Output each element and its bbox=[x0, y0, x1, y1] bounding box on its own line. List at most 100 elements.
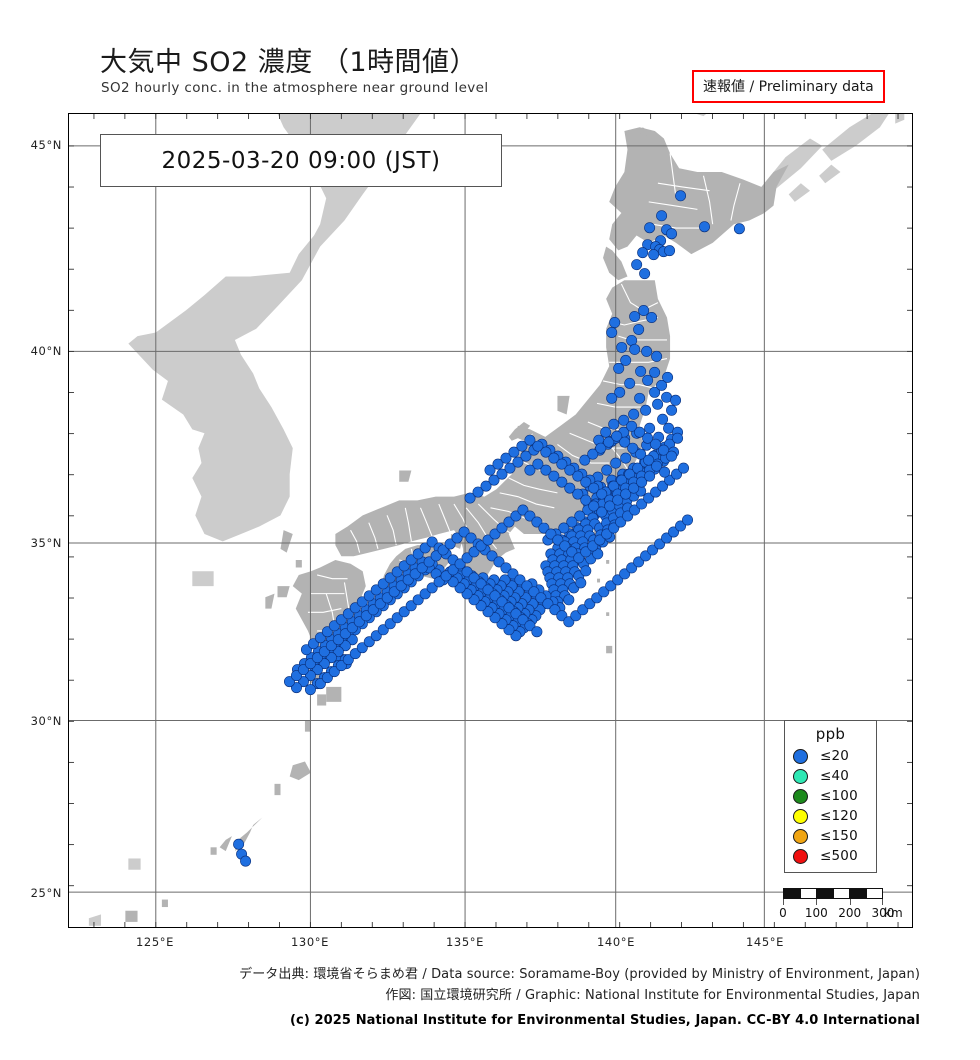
legend-row-0[interactable]: ≤20 bbox=[785, 746, 876, 766]
station-marker bbox=[454, 582, 466, 594]
station-marker bbox=[440, 570, 452, 582]
station-marker bbox=[384, 618, 396, 630]
station-marker bbox=[430, 550, 442, 562]
y-tick-1: 40°N bbox=[30, 344, 62, 358]
station-marker bbox=[651, 350, 663, 362]
station-marker bbox=[657, 413, 669, 425]
station-marker bbox=[620, 488, 632, 500]
legend-row-2[interactable]: ≤100 bbox=[785, 786, 876, 806]
station-marker bbox=[657, 480, 669, 492]
station-marker bbox=[377, 624, 389, 636]
station-marker bbox=[496, 618, 508, 630]
scale-seg-2 bbox=[800, 889, 817, 898]
station-marker bbox=[468, 594, 480, 606]
station-marker bbox=[629, 504, 641, 516]
station-marker bbox=[307, 638, 319, 650]
station-marker bbox=[548, 470, 560, 482]
station-marker bbox=[342, 608, 354, 620]
station-marker bbox=[618, 414, 630, 426]
station-marker bbox=[356, 596, 368, 608]
station-marker bbox=[612, 494, 624, 506]
station-marker bbox=[556, 610, 568, 622]
station-marker bbox=[637, 247, 649, 259]
station-marker bbox=[600, 426, 612, 438]
station-marker bbox=[335, 614, 347, 626]
station-marker bbox=[603, 436, 615, 448]
station-marker bbox=[335, 660, 347, 672]
station-marker bbox=[654, 538, 666, 550]
footer-data-source: データ出典: 環境省そらまめ君 / Data source: Soramame-… bbox=[239, 967, 920, 982]
station-marker bbox=[642, 432, 654, 444]
station-marker bbox=[552, 534, 564, 546]
station-marker bbox=[628, 482, 640, 494]
legend-dot-icon bbox=[793, 768, 808, 784]
station-marker bbox=[598, 586, 610, 598]
station-marker bbox=[619, 436, 631, 448]
scale-tick-0 bbox=[783, 899, 784, 905]
legend-dot-icon bbox=[793, 808, 808, 824]
scale-label-0: 0 bbox=[779, 906, 787, 920]
station-marker bbox=[616, 341, 628, 353]
station-marker bbox=[475, 540, 487, 552]
station-marker bbox=[461, 552, 473, 564]
scale-tick-1 bbox=[816, 899, 818, 905]
footer-graphic-credit: 作図: 国立環境研究所 / Graphic: National Institut… bbox=[385, 988, 920, 1003]
legend-row-5[interactable]: ≤500 bbox=[785, 846, 876, 866]
station-marker bbox=[290, 682, 302, 694]
station-marker bbox=[610, 457, 622, 469]
station-marker bbox=[512, 456, 524, 468]
station-marker bbox=[412, 594, 424, 606]
station-marker bbox=[622, 510, 634, 522]
station-marker bbox=[524, 620, 536, 632]
station-marker bbox=[650, 438, 662, 450]
station-marker bbox=[559, 540, 571, 552]
station-marker bbox=[524, 510, 536, 522]
station-marker bbox=[346, 622, 358, 634]
station-marker bbox=[311, 664, 323, 676]
station-marker bbox=[658, 444, 670, 456]
scale-tick-2 bbox=[849, 899, 851, 905]
station-marker bbox=[664, 245, 676, 257]
station-marker bbox=[325, 652, 337, 664]
station-marker bbox=[524, 434, 536, 446]
legend-row-3[interactable]: ≤120 bbox=[785, 806, 876, 826]
station-marker bbox=[545, 528, 557, 540]
legend-label: ≤120 bbox=[820, 808, 858, 824]
station-marker bbox=[572, 488, 584, 500]
station-marker bbox=[570, 610, 582, 622]
station-marker bbox=[398, 606, 410, 618]
scale-bar-unit: km bbox=[884, 906, 903, 920]
footer: データ出典: 環境省そらまめ君 / Data source: Soramame-… bbox=[0, 964, 920, 1031]
legend-row-1[interactable]: ≤40 bbox=[785, 766, 876, 786]
station-marker bbox=[566, 516, 578, 528]
legend-label: ≤40 bbox=[820, 768, 850, 784]
station-marker bbox=[489, 528, 501, 540]
map-plot-area[interactable] bbox=[68, 113, 913, 928]
station-marker bbox=[465, 532, 477, 544]
station-marker bbox=[605, 580, 617, 592]
preliminary-data-badge: 速報値 / Preliminary data bbox=[692, 70, 885, 103]
y-tick-0: 45°N bbox=[30, 138, 62, 152]
station-marker bbox=[493, 556, 505, 568]
station-marker bbox=[646, 312, 658, 323]
station-marker bbox=[510, 630, 522, 642]
station-marker bbox=[374, 598, 386, 610]
station-marker bbox=[612, 574, 624, 586]
legend-row-4[interactable]: ≤150 bbox=[785, 826, 876, 846]
station-marker bbox=[574, 510, 586, 522]
station-marker bbox=[504, 462, 516, 474]
station-marker bbox=[419, 588, 431, 600]
station-marker bbox=[468, 572, 480, 584]
station-marker bbox=[297, 664, 309, 676]
station-marker bbox=[631, 259, 643, 271]
station-marker bbox=[349, 602, 361, 614]
station-marker bbox=[558, 522, 570, 534]
station-marker bbox=[604, 500, 616, 512]
station-marker bbox=[472, 486, 484, 498]
page-subtitle: SO2 hourly conc. in the atmosphere near … bbox=[101, 80, 489, 96]
station-marker bbox=[659, 466, 671, 478]
station-marker bbox=[500, 562, 512, 574]
station-marker bbox=[332, 646, 344, 658]
station-marker bbox=[332, 634, 344, 646]
legend-title: ppb bbox=[815, 725, 846, 743]
